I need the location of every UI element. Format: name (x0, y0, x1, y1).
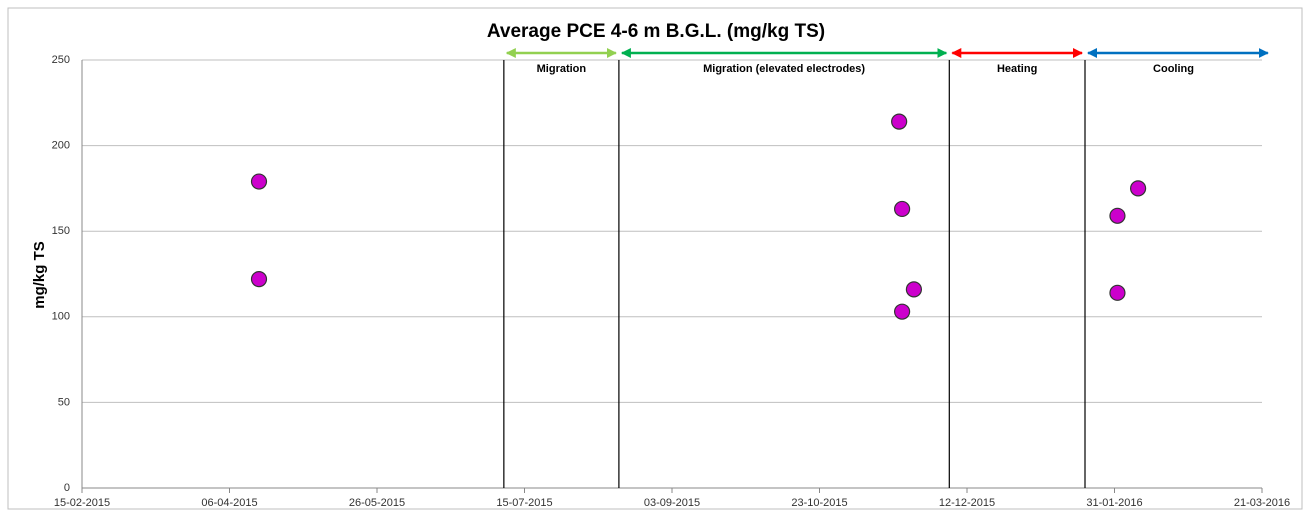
x-tick-label: 31-01-2016 (1086, 497, 1142, 509)
y-tick-label: 0 (64, 482, 70, 494)
chart-frame (7, 7, 1303, 510)
x-tick-label: 15-02-2015 (54, 497, 110, 509)
x-tick-label: 23-10-2015 (791, 497, 847, 509)
phase-label: Cooling (1153, 63, 1194, 75)
chart-title: Average PCE 4-6 m B.G.L. (mg/kg TS) (487, 21, 825, 42)
y-axis-label: mg/kg TS (31, 241, 48, 309)
y-tick-label: 150 (52, 225, 70, 237)
data-point (1109, 207, 1126, 224)
y-tick-label: 50 (58, 396, 70, 408)
data-point (1129, 180, 1147, 197)
y-tick-label: 250 (52, 54, 70, 66)
x-tick-label: 12-12-2015 (939, 497, 995, 509)
x-tick-label: 21-03-2016 (1234, 497, 1290, 509)
data-point (250, 173, 268, 190)
y-tick-label: 200 (52, 140, 70, 152)
data-point (905, 281, 923, 298)
data-point (891, 113, 908, 130)
x-tick-label: 06-04-2015 (201, 497, 257, 509)
y-tick-label: 100 (52, 311, 70, 323)
phase-label: Migration (elevated electrodes) (703, 63, 865, 75)
x-tick-label: 26-05-2015 (349, 497, 405, 509)
x-tick-label: 03-09-2015 (644, 497, 700, 509)
data-point (893, 303, 911, 320)
phase-label: Heating (997, 63, 1037, 75)
data-point (1109, 284, 1126, 301)
x-tick-label: 15-07-2015 (496, 497, 552, 509)
data-point (250, 271, 268, 288)
phase-label: Migration (537, 63, 587, 75)
data-point (893, 200, 911, 218)
